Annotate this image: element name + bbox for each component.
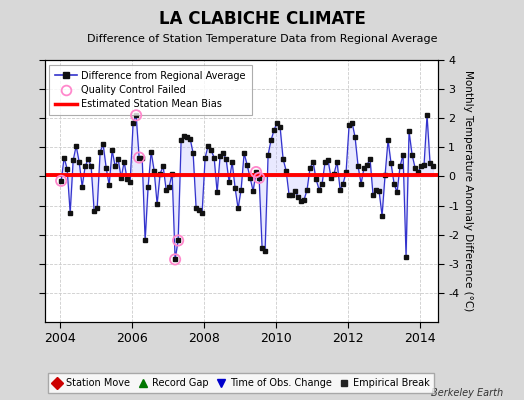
Y-axis label: Monthly Temperature Anomaly Difference (°C): Monthly Temperature Anomaly Difference (… <box>463 70 473 312</box>
Point <box>171 256 179 263</box>
Legend: Station Move, Record Gap, Time of Obs. Change, Empirical Break: Station Move, Record Gap, Time of Obs. C… <box>48 374 434 393</box>
Text: Berkeley Earth: Berkeley Earth <box>431 388 503 398</box>
Point <box>132 112 140 118</box>
Legend: Difference from Regional Average, Quality Control Failed, Estimated Station Mean: Difference from Regional Average, Qualit… <box>49 65 252 115</box>
Point <box>135 154 143 161</box>
Text: LA CLABICHE CLIMATE: LA CLABICHE CLIMATE <box>159 10 365 28</box>
Point <box>174 237 182 244</box>
Point <box>255 175 263 181</box>
Point <box>252 169 260 175</box>
Text: Difference of Station Temperature Data from Regional Average: Difference of Station Temperature Data f… <box>87 34 437 44</box>
Point <box>57 178 66 184</box>
